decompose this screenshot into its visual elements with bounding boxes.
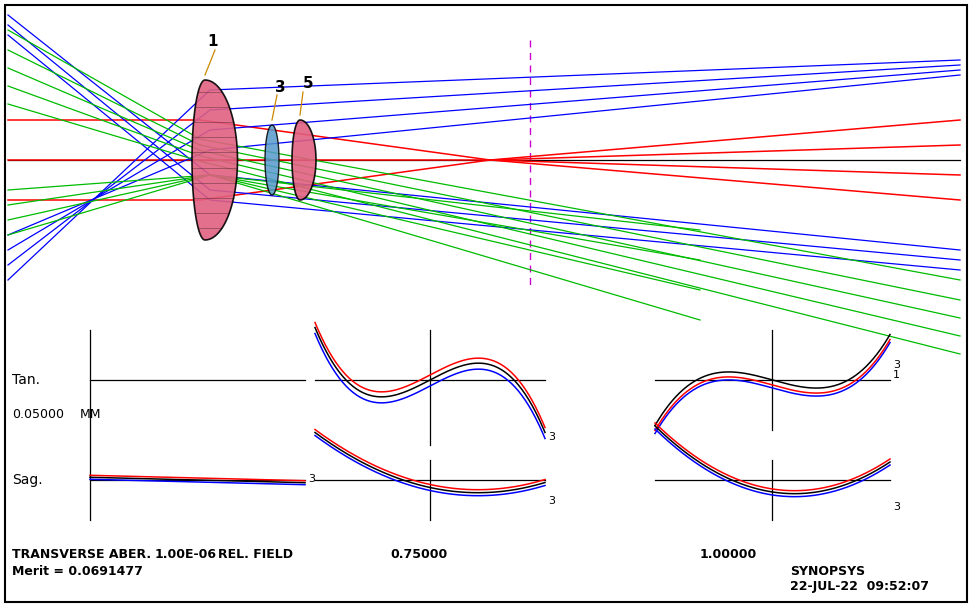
Text: 1.00E-06: 1.00E-06	[155, 548, 217, 561]
Polygon shape	[265, 125, 279, 195]
Text: 3: 3	[548, 496, 555, 506]
Polygon shape	[192, 80, 237, 240]
Text: 3: 3	[548, 432, 555, 442]
Text: 0.75000: 0.75000	[390, 548, 447, 561]
Text: Tan.: Tan.	[12, 373, 40, 387]
Text: SYNOPSYS: SYNOPSYS	[790, 565, 865, 578]
Text: 3: 3	[893, 360, 900, 370]
Text: TRANSVERSE ABER.: TRANSVERSE ABER.	[12, 548, 151, 561]
Text: 3: 3	[308, 474, 315, 484]
Text: Sag.: Sag.	[12, 473, 43, 487]
Text: 5: 5	[302, 76, 313, 92]
Text: REL. FIELD: REL. FIELD	[218, 548, 293, 561]
Text: 3: 3	[893, 502, 900, 512]
Text: 22-JUL-22  09:52:07: 22-JUL-22 09:52:07	[790, 580, 929, 593]
Text: 0.05000: 0.05000	[12, 409, 64, 421]
Text: 1.00000: 1.00000	[700, 548, 757, 561]
Polygon shape	[292, 120, 316, 200]
Text: 1: 1	[208, 35, 219, 50]
Text: MM: MM	[80, 409, 101, 421]
Text: 3: 3	[275, 80, 286, 95]
Text: Merit = 0.0691477: Merit = 0.0691477	[12, 565, 143, 578]
Text: 1: 1	[893, 370, 900, 380]
